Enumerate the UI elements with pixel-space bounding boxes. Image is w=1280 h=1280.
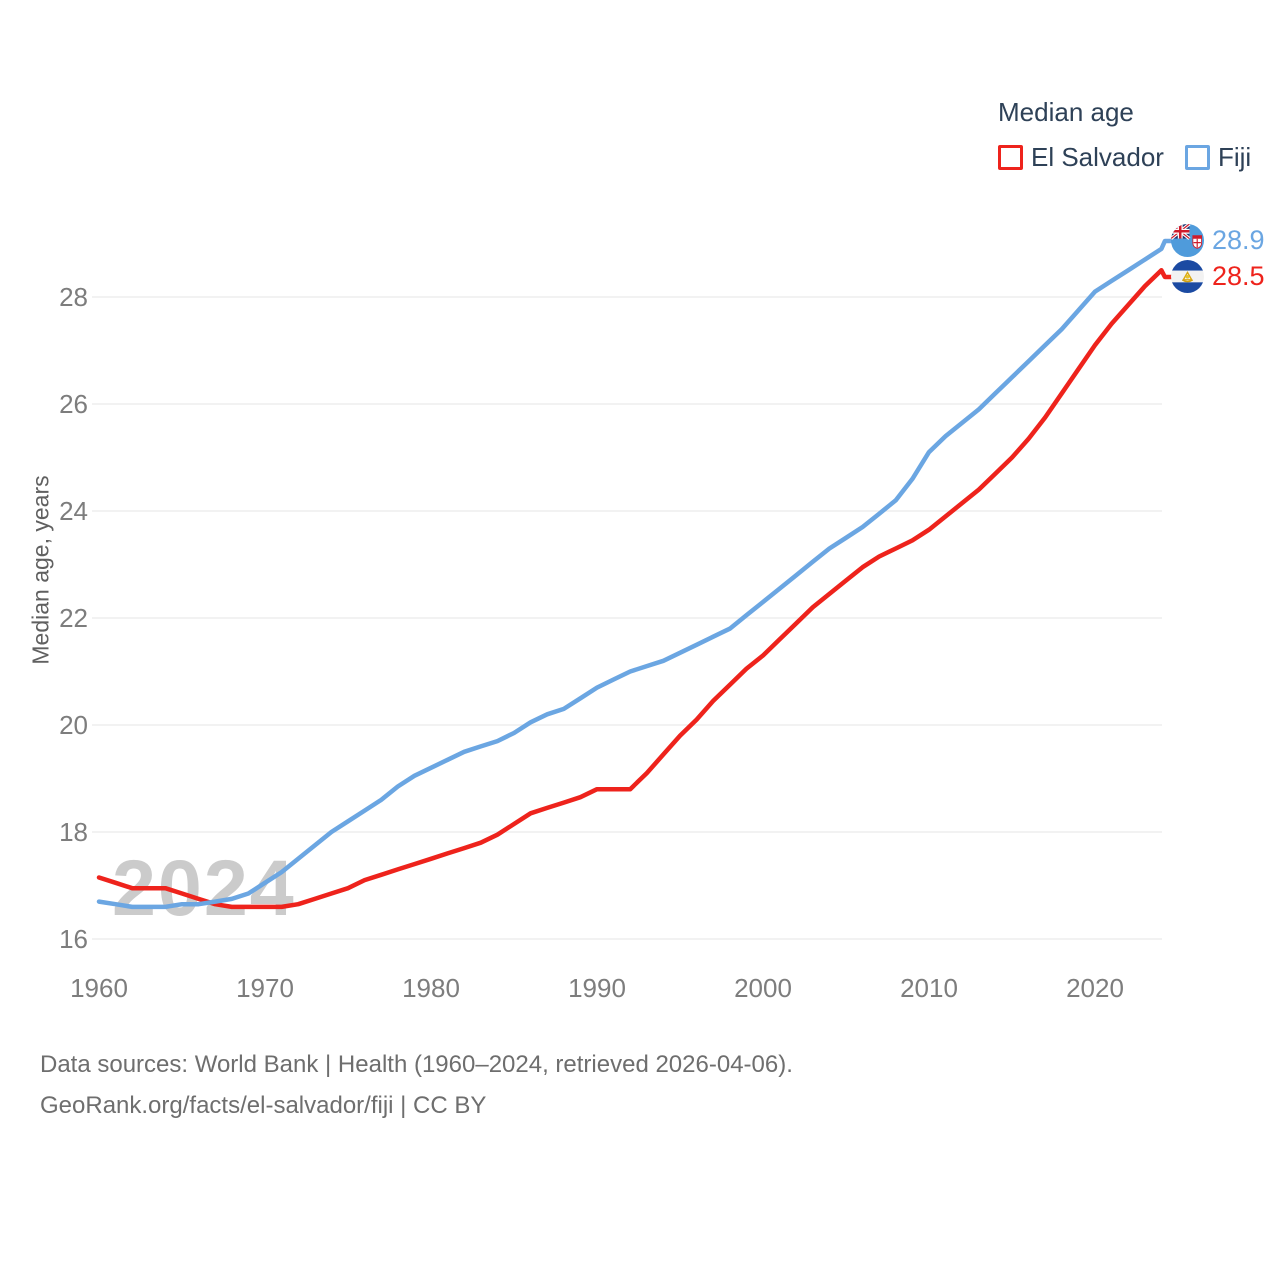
- y-tick-24: 24: [59, 496, 88, 526]
- x-tick-1960: 1960: [70, 973, 128, 1003]
- fiji-end-value: 28.9: [1212, 225, 1265, 255]
- y-tick-22: 22: [59, 603, 88, 633]
- footer-attribution: GeoRank.org/facts/el-salvador/fiji | CC …: [40, 1092, 487, 1119]
- legend: Median age El Salvador Fiji: [998, 97, 1251, 173]
- el-salvador-swatch-icon: [998, 145, 1023, 170]
- legend-item-fiji[interactable]: Fiji: [1184, 142, 1252, 173]
- legend-item-el-salvador[interactable]: El Salvador: [998, 142, 1164, 173]
- y-tick-28: 28: [59, 282, 88, 312]
- y-tick-20: 20: [59, 710, 88, 740]
- footer-sources: Data sources: World Bank | Health (1960–…: [40, 1051, 793, 1078]
- y-tick-26: 26: [59, 389, 88, 419]
- footer: Data sources: World Bank | Health (1960–…: [40, 1044, 793, 1126]
- legend-title: Median age: [998, 97, 1134, 127]
- x-tick-1980: 1980: [402, 973, 460, 1003]
- el-salvador-line[interactable]: [96, 268, 1176, 910]
- x-tick-1970: 1970: [236, 973, 294, 1003]
- fiji-flag-icon: [1171, 224, 1204, 257]
- fiji-endpoint: 28.9: [1171, 224, 1265, 257]
- x-tick-2010: 2010: [900, 973, 958, 1003]
- fiji-line[interactable]: [96, 238, 1176, 910]
- x-tick-2020: 2020: [1066, 973, 1124, 1003]
- el-salvador-end-value: 28.5: [1212, 261, 1265, 291]
- x-tick-2000: 2000: [734, 973, 792, 1003]
- legend-label-el-salvador: El Salvador: [1031, 142, 1164, 172]
- el-salvador-endpoint: 28.5: [1171, 260, 1265, 293]
- y-tick-16: 16: [59, 924, 88, 954]
- x-tick-1990: 1990: [568, 973, 626, 1003]
- y-tick-18: 18: [59, 817, 88, 847]
- fiji-swatch-icon: [1184, 145, 1210, 170]
- legend-label-fiji: Fiji: [1217, 142, 1252, 172]
- el-salvador-flag-icon: [1171, 260, 1204, 293]
